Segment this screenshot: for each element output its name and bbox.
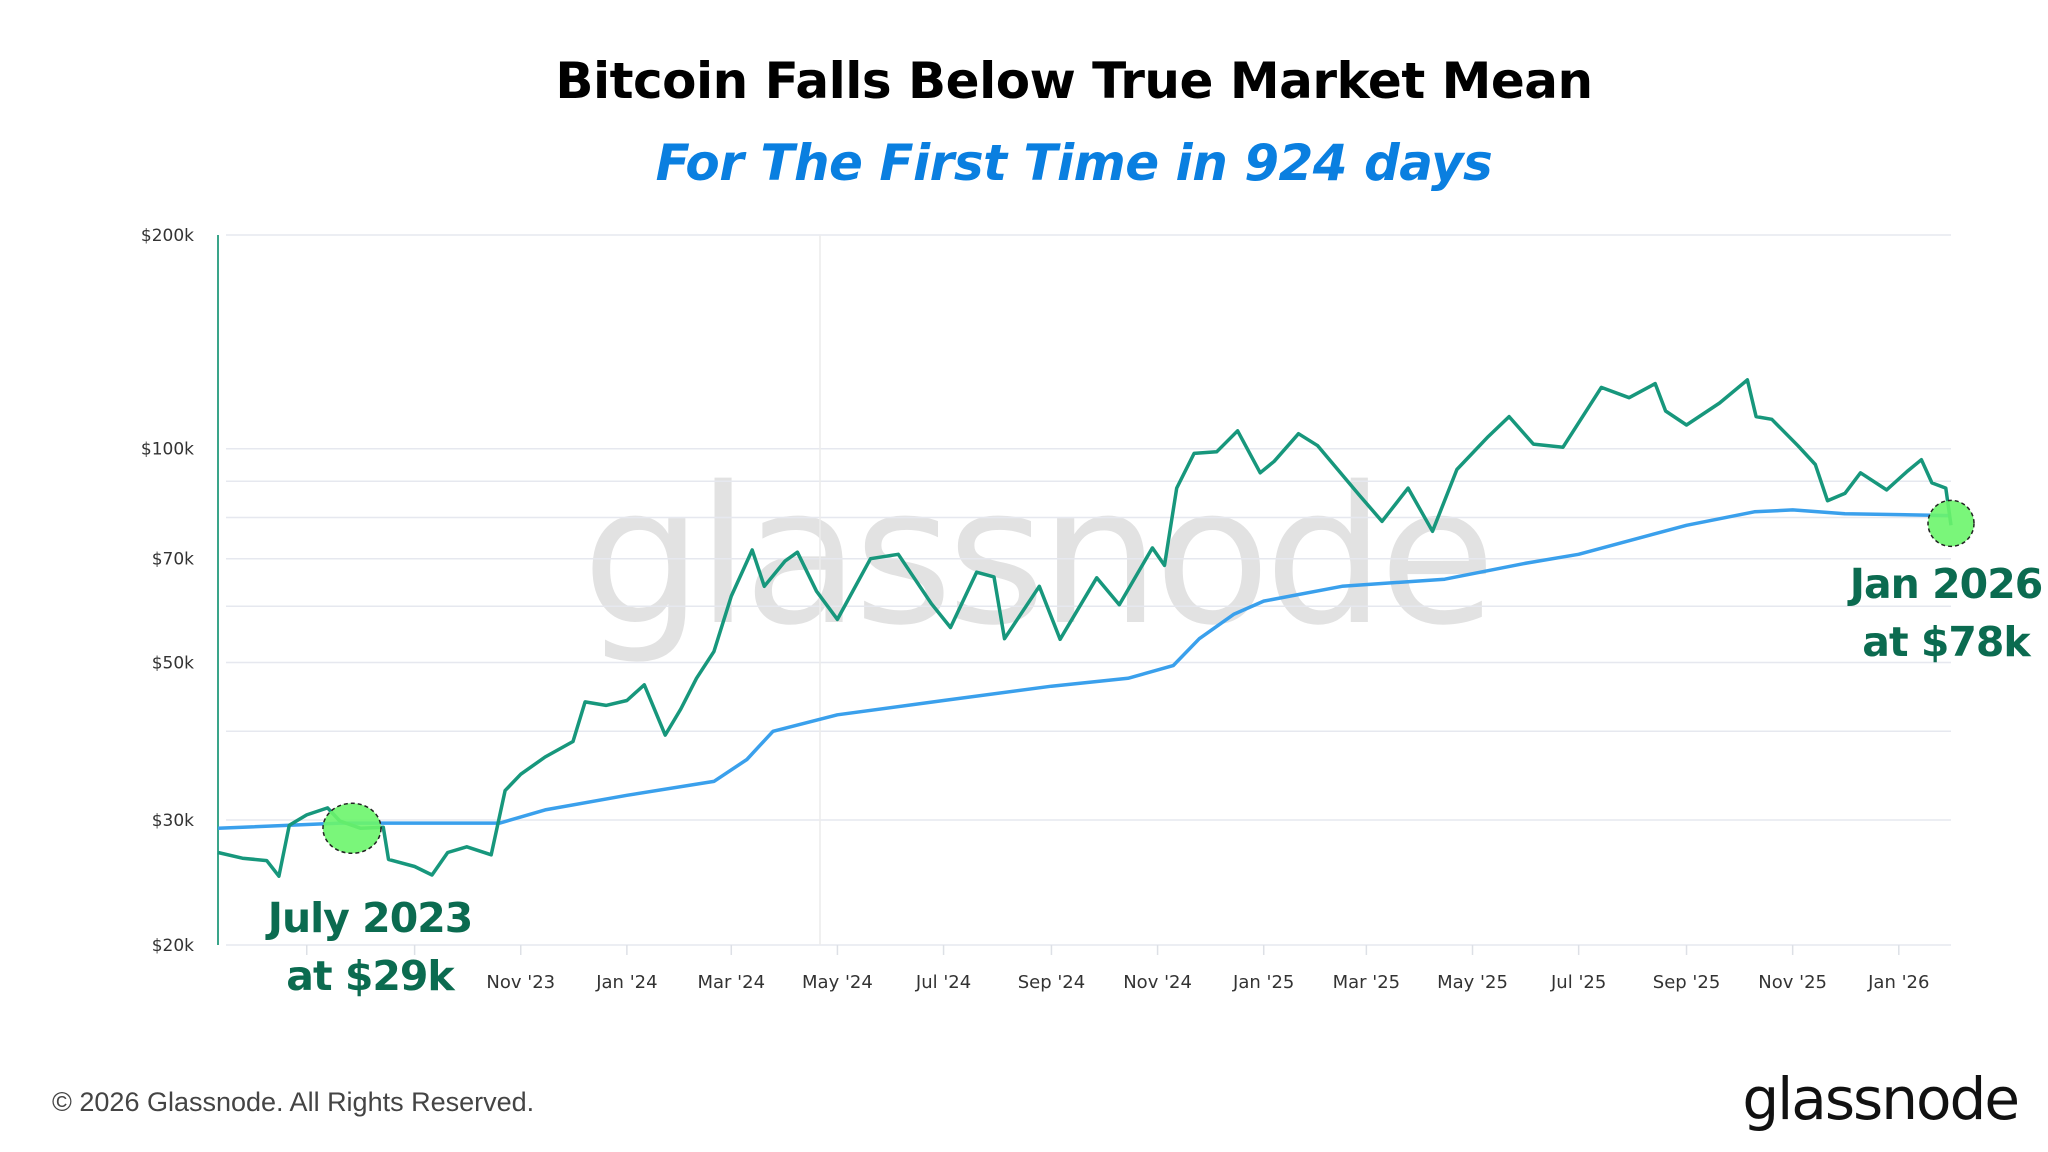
x-tick-label: Sep '24 [1018,972,1086,993]
x-tick-label: May '25 [1437,972,1508,993]
x-tick-label: Jul '24 [915,972,971,993]
highlight-circle [1927,499,1975,548]
x-tick-label: Jan '26 [1867,972,1929,993]
y-tick-label: $100k [141,440,194,460]
chart-subtitle: For The First Time in 924 days [655,134,1493,192]
x-tick-label: Mar '24 [698,972,766,993]
chart-title: Bitcoin Falls Below True Market Mean [555,52,1593,110]
x-tick-label: Nov '25 [1758,972,1827,993]
x-tick-label: Jul '25 [1550,972,1606,993]
x-tick-label: Nov '24 [1123,972,1192,993]
annotation-start-line2: at $29k [286,952,456,1000]
x-tick-label: Nov '23 [486,972,555,993]
x-tick-label: Sep '25 [1653,972,1721,993]
price-line [217,378,1953,878]
y-tick-label: $20k [152,936,194,956]
annotations: July 2023 at $29k Jan 2026 at $78k [265,499,2043,1000]
annotation-start-line1: July 2023 [265,894,473,942]
y-tick-label: $70k [152,550,194,570]
x-tick-label: May '24 [802,972,873,993]
highlight-circle [322,802,382,855]
annotation-end-line2: at $78k [1862,618,2032,666]
x-tick-label: Jan '24 [595,972,657,993]
y-axis-labels: $200k $100k $70k $50k $30k $20k [141,226,194,956]
y-tick-label: $50k [152,653,194,673]
x-axis-labels: Nov '23 Jan '24 Mar '24 May '24 Jul '24 Sep '… [305,945,1929,993]
y-tick-label: $30k [152,811,194,831]
x-tick-label: Mar '25 [1333,972,1401,993]
copyright-text: © 2026 Glassnode. All Rights Reserved. [52,1087,535,1117]
y-tick-label: $200k [141,226,194,246]
true-market-mean-line [217,508,1952,831]
series [217,378,1953,878]
watermark: glassnode [582,446,1490,667]
glassnode-logo: glassnode [1742,1065,2020,1133]
x-tick-label: Jan '25 [1232,972,1294,993]
annotation-end-line1: Jan 2026 [1847,560,2043,608]
